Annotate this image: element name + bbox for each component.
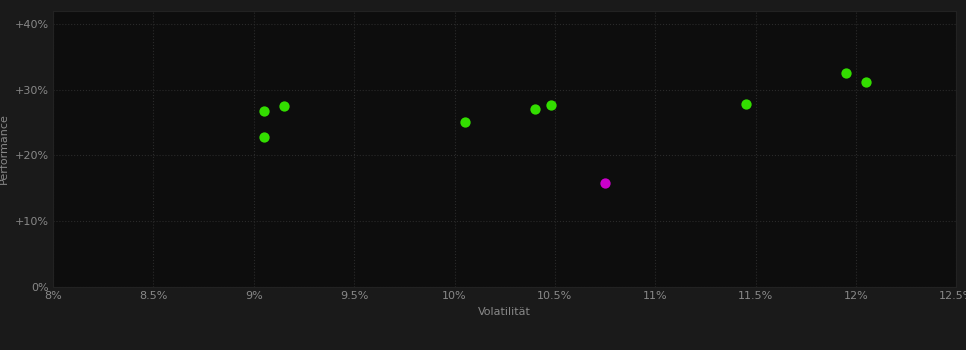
- Point: [859, 79, 874, 84]
- Point: [597, 180, 612, 186]
- Point: [256, 108, 271, 113]
- X-axis label: Volatilität: Volatilität: [478, 307, 531, 317]
- Point: [457, 120, 472, 125]
- Point: [256, 134, 271, 140]
- Point: [527, 106, 543, 112]
- Point: [543, 103, 558, 108]
- Point: [738, 101, 753, 107]
- Point: [276, 103, 292, 109]
- Y-axis label: Performance: Performance: [0, 113, 10, 184]
- Point: [838, 70, 854, 76]
